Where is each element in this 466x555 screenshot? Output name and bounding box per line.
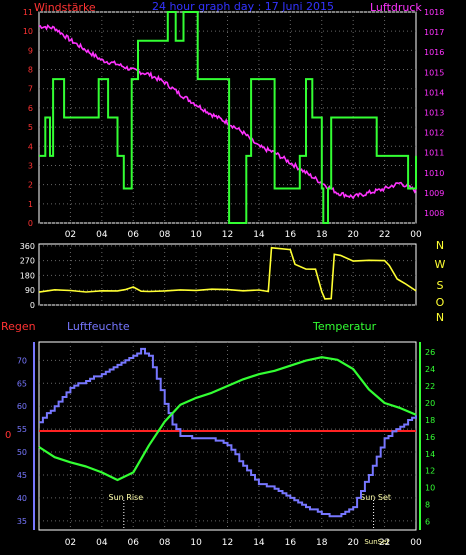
x-tick-label: 08	[159, 230, 171, 240]
x-tick-label: 06	[128, 230, 140, 240]
y-left-tick-label: 0	[28, 219, 33, 228]
temperature-tick-label: 10	[425, 484, 435, 493]
rain-title: Regen	[1, 320, 36, 333]
x-tick-label: 04	[96, 538, 108, 548]
panel-1-frame	[38, 243, 417, 306]
humidity-tick-label: 70	[17, 356, 27, 365]
temperature-tick-label: 16	[425, 433, 435, 442]
x-tick-label: 02	[65, 538, 76, 548]
x-tick-label: 12	[222, 538, 233, 548]
temperature-tick-label: 14	[425, 450, 435, 459]
pressure-line	[38, 23, 417, 200]
humidity-title: Luftfeuchte	[67, 320, 130, 333]
y-right-tick-label: 1013	[424, 108, 444, 117]
y-right-tick-label: 1015	[424, 68, 444, 77]
humidity-tick-label: 45	[17, 471, 27, 480]
rain-zero-label: 0	[5, 430, 11, 441]
temperature-tick-label: 6	[425, 518, 430, 527]
humidity-tick-label: 60	[17, 402, 27, 411]
y-left-tick-label: 7	[28, 85, 33, 94]
humidity-line	[39, 347, 417, 518]
x-tick-label: 22	[379, 538, 390, 548]
x-tick-label: 10	[190, 230, 202, 240]
direction-tick-label: N	[436, 239, 444, 252]
x-tick-label: 06	[128, 538, 140, 548]
y-left-tick-label: 180	[20, 271, 35, 280]
wind-speed-title: Windstärke	[34, 1, 96, 14]
wind-speed-line	[38, 11, 417, 224]
y-right-tick-label: 1014	[424, 88, 444, 97]
y-left-tick-label: 6	[28, 104, 33, 113]
temperature-tick-label: 12	[425, 467, 435, 476]
y-left-tick-label: 5	[28, 123, 33, 132]
y-right-tick-label: 1010	[424, 169, 444, 178]
direction-tick-label: N	[436, 311, 444, 324]
sun-annotation-label: Sun Set	[360, 493, 391, 502]
temperature-tick-label: 8	[425, 501, 430, 510]
y-left-tick-label: 360	[20, 242, 35, 251]
y-left-tick-label: 90	[25, 286, 35, 295]
x-tick-label: 18	[316, 538, 328, 548]
y-right-tick-label: 1008	[424, 209, 444, 218]
x-tick-label: 12	[222, 230, 233, 240]
y-left-tick-label: 4	[28, 142, 33, 151]
humidity-tick-label: 40	[17, 494, 27, 503]
y-left-tick-label: 1	[28, 200, 33, 209]
temperature-tick-label: 18	[425, 416, 435, 425]
y-right-tick-label: 1016	[424, 48, 444, 57]
y-right-tick-label: 1009	[424, 189, 444, 198]
x-tick-label: 20	[347, 538, 359, 548]
direction-tick-label: W	[435, 258, 446, 271]
pressure-title: Luftdruck	[370, 1, 422, 14]
temperature-tick-label: 26	[425, 348, 435, 357]
y-right-tick-label: 1012	[424, 129, 444, 138]
sun-annotation-label: SunSet	[364, 538, 389, 546]
y-left-tick-label: 2	[28, 181, 33, 190]
x-tick-label: 16	[285, 230, 297, 240]
temperature-tick-label: 20	[425, 399, 435, 408]
y-right-tick-label: 1017	[424, 28, 444, 37]
x-tick-label: 10	[190, 538, 202, 548]
y-left-tick-label: 8	[28, 66, 33, 75]
y-left-tick-label: 11	[23, 8, 33, 17]
y-right-tick-label: 1011	[424, 149, 444, 158]
temperature-title: Temperatur	[312, 320, 377, 333]
x-tick-label: 16	[285, 538, 297, 548]
x-tick-label: 00	[410, 230, 422, 240]
wind-direction-line	[38, 246, 417, 300]
temperature-line	[38, 356, 417, 482]
y-left-tick-label: 10	[23, 27, 33, 36]
y-left-tick-label: 270	[20, 257, 35, 266]
x-tick-label: 14	[253, 538, 265, 548]
x-tick-label: 22	[379, 230, 390, 240]
x-tick-label: 04	[96, 230, 108, 240]
temperature-tick-label: 24	[425, 365, 435, 374]
humidity-tick-label: 50	[17, 448, 27, 457]
x-tick-label: 14	[253, 230, 265, 240]
x-tick-label: 00	[410, 538, 422, 548]
humidity-tick-label: 35	[17, 517, 27, 526]
y-right-tick-label: 1018	[424, 8, 444, 17]
chart-title: 24 hour graph day : 17 Juni 2015	[152, 0, 334, 13]
sun-annotation-label: Sun Rise	[109, 493, 144, 502]
x-tick-label: 20	[347, 230, 359, 240]
direction-tick-label: O	[436, 296, 445, 309]
direction-tick-label: S	[437, 279, 444, 292]
humidity-tick-label: 65	[17, 379, 27, 388]
humidity-tick-label: 55	[17, 425, 27, 434]
y-left-tick-label: 0	[30, 301, 35, 310]
x-tick-label: 02	[65, 230, 76, 240]
temperature-tick-label: 22	[425, 382, 435, 391]
y-left-tick-label: 9	[28, 46, 33, 55]
y-left-tick-label: 3	[28, 161, 33, 170]
x-tick-label: 08	[159, 538, 171, 548]
x-tick-label: 18	[316, 230, 328, 240]
